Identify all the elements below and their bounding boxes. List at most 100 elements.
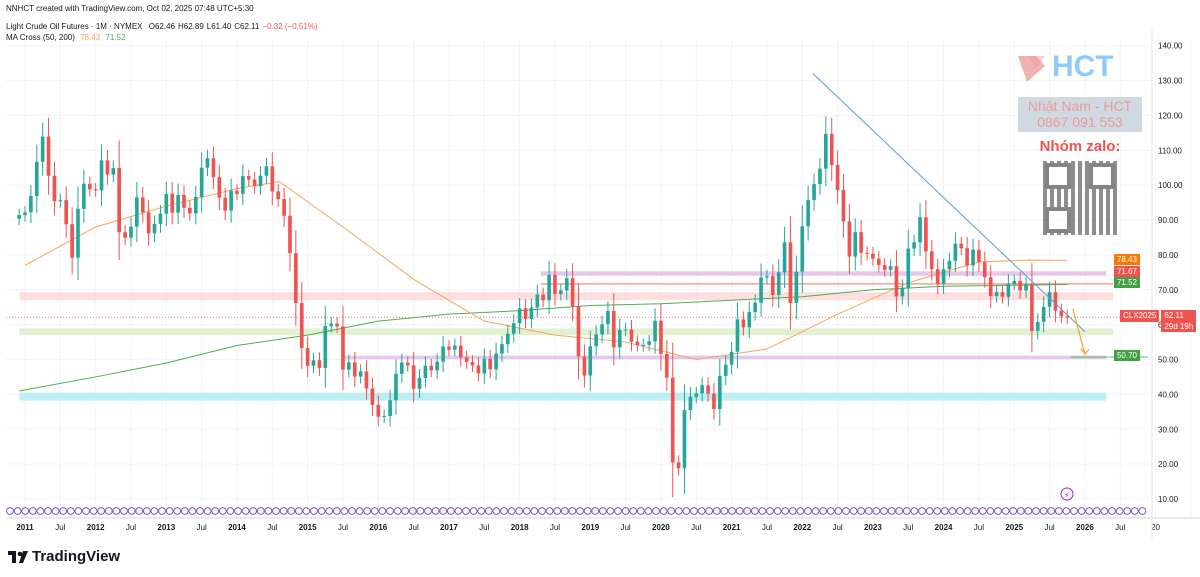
- x-tick-label: Jul: [1044, 523, 1054, 532]
- candle: [376, 395, 381, 427]
- candle-body: [93, 189, 98, 191]
- candle: [1059, 303, 1064, 324]
- candle: [582, 344, 587, 388]
- candle-body: [529, 307, 534, 320]
- candle-body: [299, 303, 304, 348]
- event-marker: [956, 507, 964, 515]
- candle: [900, 279, 905, 305]
- y-tick-label: 140.00: [1158, 42, 1183, 51]
- event-marker: [173, 507, 182, 515]
- event-marker: [834, 507, 843, 515]
- event-marker: [925, 507, 934, 515]
- candle-body: [17, 215, 21, 219]
- candle: [76, 186, 80, 280]
- candle: [953, 232, 958, 273]
- candle-body: [394, 373, 398, 401]
- event-marker: [1092, 507, 1101, 515]
- symbol-title[interactable]: Light Crude Oil Futures · 1M · NYMEX: [6, 22, 143, 31]
- candle: [812, 173, 816, 211]
- candle: [982, 251, 987, 288]
- tradingview-logo-text: TradingView: [32, 548, 121, 565]
- candle-body: [435, 361, 439, 371]
- candle-body: [1053, 292, 1058, 311]
- event-marker: [142, 507, 151, 515]
- lightning-glyph: ⚡: [1064, 491, 1070, 500]
- candle: [924, 200, 928, 269]
- event-marker: [682, 507, 691, 515]
- candle: [46, 117, 51, 195]
- candle: [600, 315, 604, 344]
- candle-body: [241, 176, 245, 194]
- candle-body: [199, 167, 204, 197]
- event-marker: [629, 507, 638, 515]
- candle: [523, 299, 528, 329]
- candle-body: [647, 341, 651, 345]
- x-tick-label: Jul: [903, 523, 913, 532]
- candle: [606, 301, 610, 335]
- candle-body: [965, 248, 969, 266]
- candle-body: [458, 345, 463, 358]
- candle-body: [1035, 321, 1040, 331]
- x-tick-label: 2011: [16, 523, 34, 532]
- event-marker: [621, 507, 630, 515]
- event-marker: [1001, 507, 1010, 515]
- y-tick-label: 90.00: [1158, 216, 1179, 225]
- candle: [164, 181, 169, 226]
- candle-body: [629, 329, 634, 342]
- event-marker: [1085, 507, 1094, 515]
- event-marker: [454, 507, 463, 515]
- candle-body: [812, 184, 816, 201]
- event-marker: [6, 507, 14, 515]
- ma200-price-tag: 71.52: [1113, 277, 1140, 288]
- candle-body: [712, 393, 716, 410]
- x-tick-label: 2016: [369, 523, 387, 532]
- event-marker: [21, 507, 30, 515]
- candle: [305, 336, 310, 378]
- event-marker: [515, 507, 524, 515]
- event-marker: [591, 507, 600, 515]
- event-marker: [211, 507, 220, 515]
- candle-body: [370, 388, 375, 405]
- y-tick-label: 20.00: [1158, 460, 1179, 469]
- event-marker: [606, 507, 615, 515]
- candle-body: [794, 271, 799, 304]
- candle-body: [217, 177, 222, 198]
- event-marker: [1047, 507, 1056, 515]
- tradingview-logo[interactable]: TradingView: [8, 548, 120, 565]
- candle: [1065, 309, 1070, 324]
- y-tick-label: 50.00: [1158, 356, 1179, 365]
- x-tick-label: 2023: [864, 523, 882, 532]
- candle-body: [99, 160, 104, 191]
- candle-body: [464, 357, 469, 362]
- candle-body: [918, 217, 922, 243]
- candle-body: [358, 371, 363, 377]
- candle-body: [105, 160, 110, 175]
- event-marker: [674, 507, 683, 515]
- candle: [1035, 313, 1040, 340]
- candle: [193, 186, 198, 225]
- candle-body: [741, 319, 746, 328]
- event-marker: [1123, 507, 1132, 515]
- candle: [317, 352, 322, 376]
- tradingview-icon: [8, 550, 28, 563]
- candle-body: [558, 290, 563, 294]
- candle: [470, 355, 475, 372]
- indicator-name[interactable]: MA Cross (50, 200): [6, 33, 75, 42]
- contact-name: Nhật Nam - HCT: [1027, 98, 1133, 114]
- candle-body: [688, 396, 693, 411]
- candle: [405, 356, 410, 372]
- event-marker: [401, 507, 410, 515]
- candle-body: [700, 385, 704, 394]
- candle: [741, 311, 746, 336]
- candle-body: [888, 266, 893, 270]
- indicator-legend[interactable]: MA Cross (50, 200) 78.43 71.52: [6, 33, 125, 42]
- x-tick-label: Jul: [691, 523, 701, 532]
- symbol-line[interactable]: Light Crude Oil Futures · 1M · NYMEX O62…: [6, 22, 321, 31]
- candle: [211, 146, 216, 189]
- candle-body: [335, 323, 339, 327]
- event-marker: [332, 507, 341, 515]
- candle: [341, 306, 345, 390]
- low-value: L61.40: [206, 22, 232, 31]
- y-tick-label: 120.00: [1158, 111, 1183, 120]
